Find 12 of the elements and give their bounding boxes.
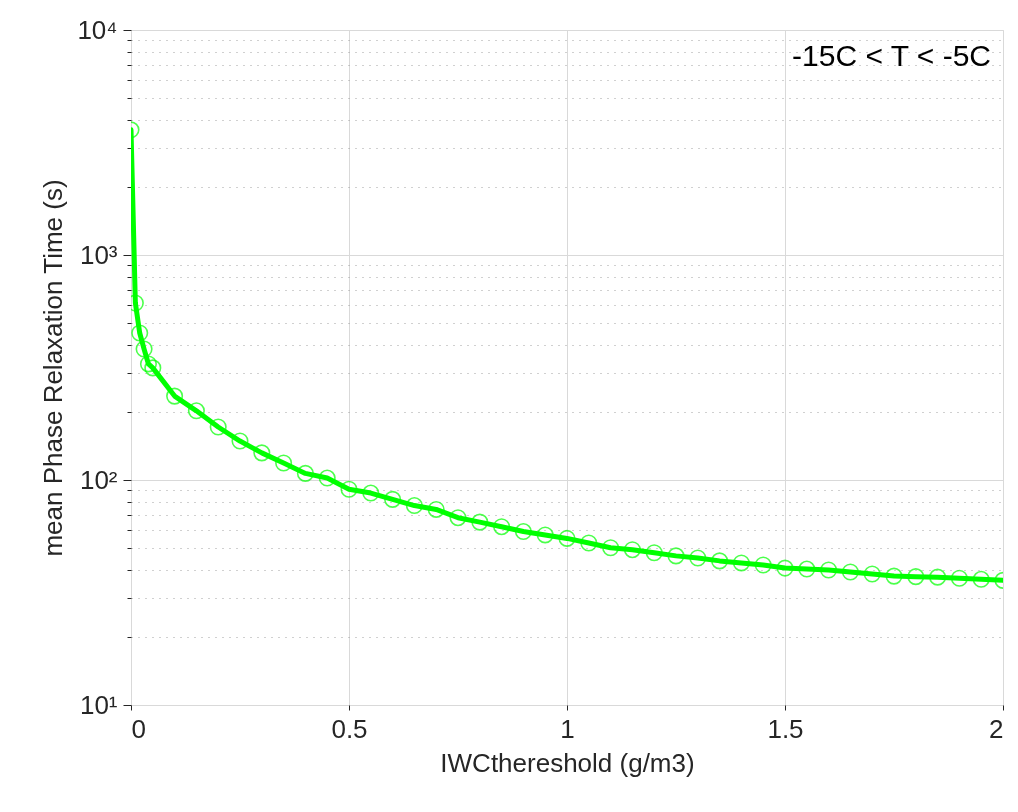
annotation: -15C < T < -5C — [792, 39, 991, 72]
x-tick-label: 0 — [131, 713, 146, 744]
x-tick-label: 1 — [560, 713, 575, 744]
x-tick-label: 2 — [989, 713, 1004, 744]
x-axis-title: IWCthereshold (g/m3) — [440, 747, 695, 778]
y-axis-title: mean Phase Relaxation Time (s) — [38, 179, 69, 557]
y-tick-label: 10² — [79, 464, 118, 495]
y-tick-label: 10⁴ — [77, 14, 118, 45]
y-tick-label: 10¹ — [79, 689, 118, 720]
x-tick-label: 0.5 — [331, 713, 368, 744]
x-tick-label: 1.5 — [767, 713, 804, 744]
y-tick-label: 10³ — [79, 239, 118, 270]
